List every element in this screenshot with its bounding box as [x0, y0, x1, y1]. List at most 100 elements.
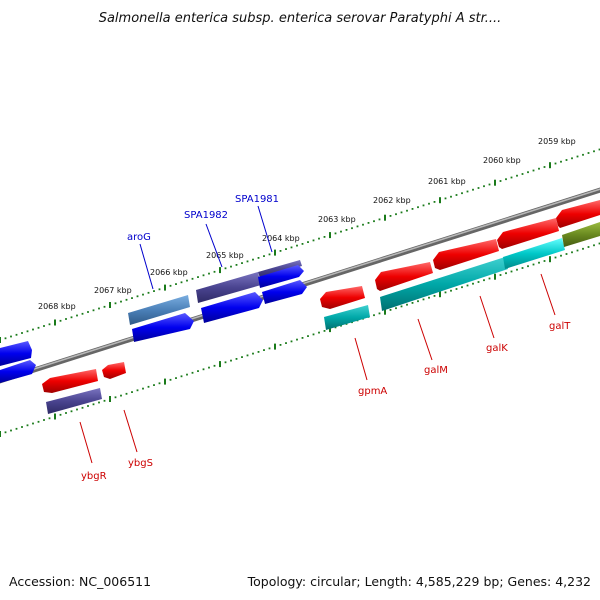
leader-line-gpma	[354, 337, 368, 381]
scale-dot	[59, 319, 62, 322]
gene-arrow-red[interactable]	[497, 218, 559, 249]
gene-arrow-cyan[interactable]	[503, 238, 565, 269]
scale-dot	[169, 378, 172, 381]
gene-arrow-red[interactable]	[375, 262, 433, 291]
leader-line-ybgr	[79, 421, 93, 464]
gene-arrow-red[interactable]	[320, 286, 365, 309]
scale-dot	[373, 314, 375, 317]
scale-dot	[422, 298, 425, 301]
scale-dot	[290, 340, 293, 343]
scale-dot	[263, 255, 265, 257]
scale-dot	[345, 229, 348, 231]
scale-tick	[439, 197, 441, 204]
gene-arrow-slate[interactable]	[196, 272, 261, 303]
scale-dot	[290, 246, 293, 249]
scale-dot	[378, 312, 381, 315]
scale-dot	[268, 347, 271, 350]
scale-dot	[98, 401, 100, 404]
tick-labels: 2059 kbp 2060 kbp 2061 kbp 2062 kbp 2063…	[38, 137, 576, 311]
scale-dot	[10, 429, 12, 432]
scale-dot	[340, 324, 342, 327]
scale-dot	[323, 236, 326, 238]
scale-dot	[98, 307, 100, 310]
scale-tick	[54, 413, 56, 420]
gene-arrow-blue[interactable]	[0, 341, 32, 366]
scale-dot	[543, 166, 546, 168]
leader-line-galt	[540, 273, 556, 316]
scale-dot	[477, 281, 480, 283]
scale-dot	[510, 176, 513, 179]
scale-tick	[0, 431, 1, 437]
scale-dot	[32, 422, 34, 425]
scale-dot	[191, 277, 194, 280]
scale-dot	[400, 211, 403, 214]
scale-dot	[26, 424, 29, 427]
scale-dot	[576, 249, 579, 252]
scale-dot	[571, 157, 573, 160]
gene-arrow-slate[interactable]	[258, 260, 302, 278]
scale-dot	[538, 167, 540, 170]
scale-dot	[499, 274, 502, 276]
gene-arrow-teal[interactable]	[324, 305, 370, 330]
scale-dot	[411, 208, 414, 210]
gene-arrow-blue[interactable]	[258, 265, 304, 288]
scale-dot	[516, 174, 518, 177]
scale-dot	[76, 408, 78, 411]
scale-dot	[554, 162, 557, 165]
gene-arrow-red[interactable]	[433, 239, 499, 270]
scale-dot	[510, 270, 513, 273]
scale-dot	[373, 220, 375, 223]
scale-dot	[131, 297, 133, 299]
scale-dot	[191, 371, 194, 374]
gene-arrow-red[interactable]	[556, 200, 600, 228]
scale-dot	[587, 152, 590, 154]
scale-dot	[235, 264, 238, 266]
scale-dot	[472, 188, 474, 191]
scale-tick	[329, 326, 331, 333]
scale-dot	[202, 274, 205, 277]
gene-arrow-teal[interactable]	[380, 257, 508, 311]
scale-dot	[15, 427, 18, 430]
scale-dot	[516, 268, 518, 271]
scale-dot	[483, 279, 485, 282]
label-leaders	[79, 205, 556, 464]
scale-tick	[0, 337, 1, 343]
scale-dot	[147, 385, 150, 388]
gene-arrow-steel[interactable]	[128, 295, 190, 325]
scale-dot	[153, 384, 155, 386]
gene-arrow-slate[interactable]	[46, 388, 102, 414]
scale-dot	[241, 262, 243, 264]
scale-dot	[114, 302, 117, 305]
scale-dot	[37, 326, 40, 329]
scale-dot	[197, 370, 199, 372]
scale-dot	[527, 265, 529, 268]
scale-dot	[76, 314, 78, 317]
topology-text: Topology: circular; Length: 4,585,229 bp…	[247, 574, 591, 589]
tick-label: 2067 kbp	[94, 286, 132, 295]
gene-arrow-red[interactable]	[102, 362, 126, 379]
gene-arrow-red[interactable]	[42, 369, 98, 393]
scale-dot	[252, 352, 254, 355]
scale-dot	[433, 201, 436, 203]
accession-text: Accession: NC_006511	[9, 574, 151, 589]
gene-arrow-blue[interactable]	[201, 292, 263, 323]
gene-arrow-blue[interactable]	[0, 360, 36, 383]
gene-arrow-blue[interactable]	[132, 313, 194, 342]
gene-arrow-blue[interactable]	[262, 280, 307, 304]
scale-dot	[263, 349, 265, 351]
outer-scale-track	[0, 148, 600, 343]
scale-tick	[329, 232, 331, 239]
scale-dot	[565, 253, 568, 255]
scale-dot	[26, 330, 29, 333]
scale-dot	[153, 290, 155, 292]
scale-dot	[37, 420, 40, 423]
gene-arrow-olive[interactable]	[562, 222, 600, 247]
scale-dot	[318, 237, 320, 240]
scale-dot	[395, 307, 397, 310]
scale-dot	[142, 293, 144, 296]
tick-label: 2064 kbp	[262, 234, 300, 243]
scale-dot	[125, 392, 128, 395]
scale-dot	[48, 417, 51, 420]
scale-dot	[230, 359, 232, 362]
scale-dot	[4, 337, 7, 340]
